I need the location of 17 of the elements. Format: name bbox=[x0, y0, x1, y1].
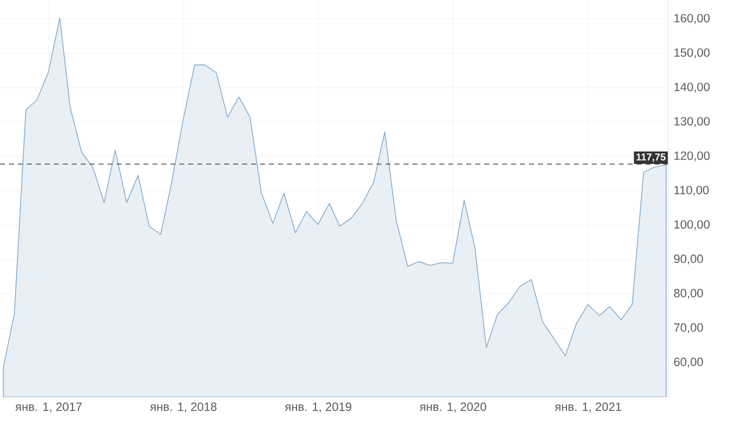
y-tick-label: 120,00 bbox=[674, 151, 710, 162]
y-tick-label: 60,00 bbox=[674, 358, 703, 368]
x-tick-label: янв. 1, 2017 bbox=[15, 402, 82, 412]
x-tick-label: янв. 1, 2021 bbox=[554, 402, 622, 412]
y-tick-label: 130,00 bbox=[674, 117, 710, 127]
ref-line-label: 117,75 bbox=[636, 154, 666, 162]
y-tick-label: 80,00 bbox=[674, 288, 703, 299]
y-tick-label: 140,00 bbox=[674, 82, 710, 93]
x-tick-label: янв. 1, 2018 bbox=[150, 402, 217, 412]
y-tick-label: 110,00 bbox=[674, 186, 709, 196]
y-tick-label: 100,00 bbox=[674, 220, 710, 230]
x-tick-label: янв. 1, 2020 bbox=[420, 402, 486, 412]
y-tick-label: 150,00 bbox=[674, 48, 710, 58]
y-tick-label: 90,00 bbox=[674, 254, 703, 264]
y-tick-label: 160,00 bbox=[674, 14, 710, 24]
x-tick-label: янв. 1, 2019 bbox=[284, 402, 352, 412]
y-tick-label: 70,00 bbox=[674, 323, 703, 334]
